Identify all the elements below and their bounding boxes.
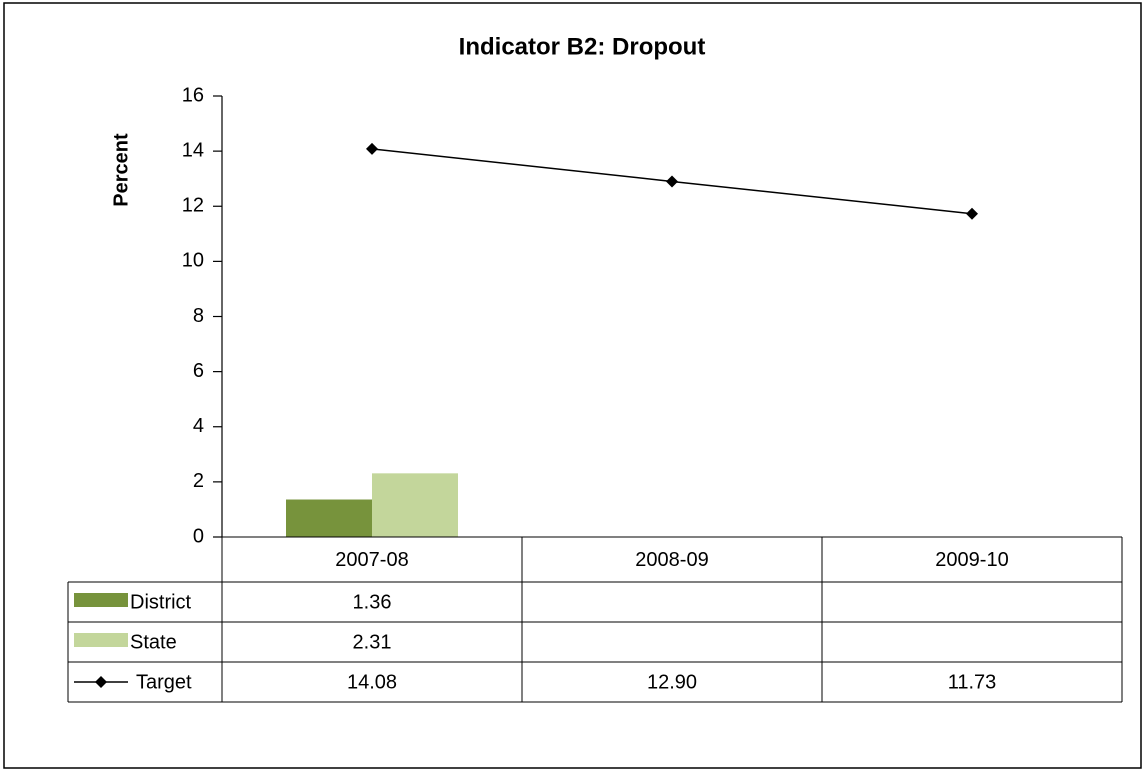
- chart-title: Indicator B2: Dropout: [459, 33, 706, 60]
- legend-swatch: [74, 633, 128, 647]
- x-tick-label: 2007-08: [335, 549, 408, 571]
- bar: [286, 499, 372, 537]
- chart-border: [3, 2, 1142, 769]
- y-axis-label: Percent: [110, 133, 132, 207]
- bar: [372, 473, 458, 537]
- data-label: 2.31: [353, 631, 392, 653]
- marker: [966, 207, 978, 220]
- y-tick-label: 6: [193, 360, 204, 382]
- y-tick-label: 4: [193, 415, 204, 437]
- legend-marker: [95, 676, 107, 688]
- data-label: 1.36: [353, 591, 392, 613]
- data-label: 11.73: [948, 671, 997, 693]
- y-tick-label: 0: [193, 525, 204, 547]
- legend-swatch: [74, 593, 128, 607]
- data-label: 14.08: [347, 671, 397, 693]
- legend-label: State: [130, 631, 177, 653]
- x-tick-label: 2009-10: [935, 549, 1008, 571]
- marker: [666, 175, 678, 188]
- data-label: 12.90: [647, 671, 697, 693]
- legend-label: Target: [136, 671, 192, 693]
- y-tick-label: 8: [193, 305, 204, 327]
- x-tick-label: 2008-09: [635, 549, 708, 571]
- y-tick-label: 12: [182, 195, 204, 217]
- y-tick-label: 14: [182, 139, 204, 161]
- legend-label: District: [130, 591, 192, 613]
- y-tick-label: 16: [182, 84, 204, 106]
- y-tick-label: 10: [182, 250, 204, 272]
- y-tick-label: 2: [193, 470, 204, 492]
- marker: [366, 142, 378, 155]
